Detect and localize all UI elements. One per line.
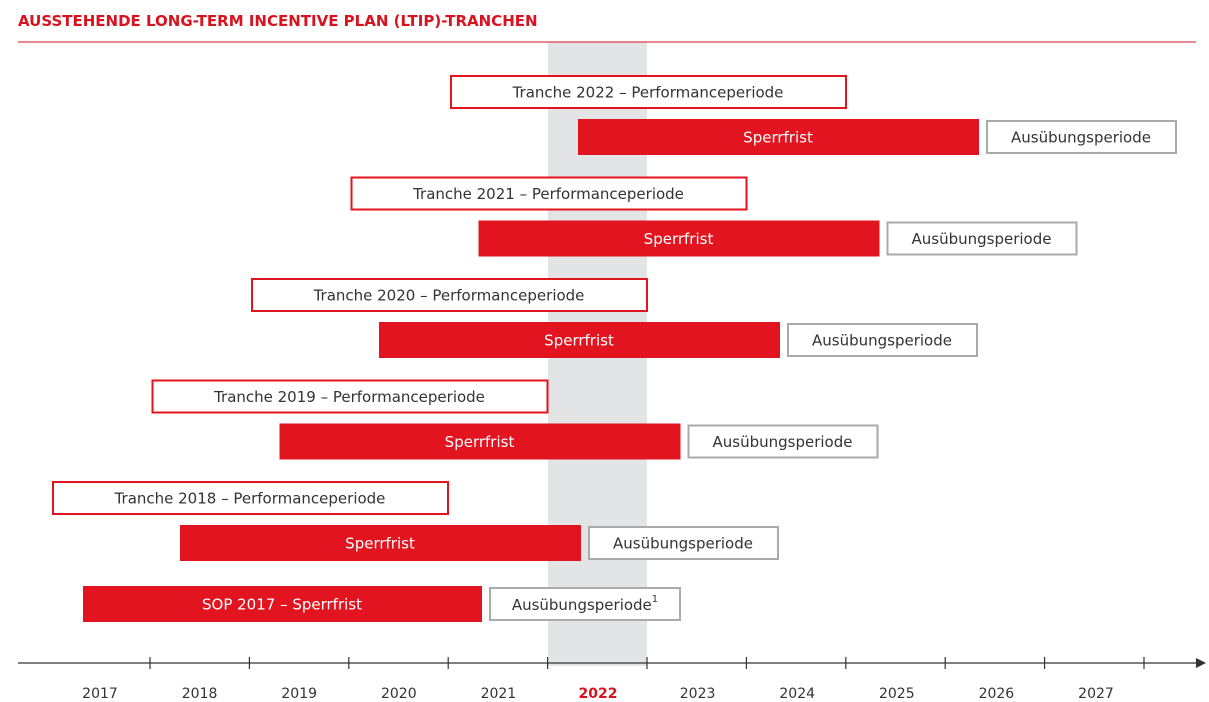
lock-label: Sperrfrist — [743, 129, 813, 147]
lock-bar — [578, 119, 979, 155]
lock-label: Sperrfrist — [345, 535, 415, 553]
performance-label: Tranche 2019 – Performanceperiode — [213, 388, 485, 406]
year-label: 2017 — [82, 686, 118, 702]
exercise-text: Ausübungsperiode — [512, 596, 652, 614]
performance-label: Tranche 2020 – Performanceperiode — [313, 287, 585, 305]
performance-box — [151, 379, 549, 414]
footnote-mark: 1 — [652, 594, 658, 605]
title: AUSSTEHENDE LONG-TERM INCENTIVE PLAN (LT… — [18, 12, 538, 30]
lock-label: Sperrfrist — [544, 332, 614, 350]
exercise-box — [687, 424, 879, 459]
year-label: 2021 — [481, 686, 517, 702]
lock-bar — [83, 586, 482, 622]
exercise-label: Ausübungsperiode — [713, 433, 853, 451]
exercise-box — [489, 587, 681, 621]
lock-bar — [279, 423, 681, 460]
exercise-label: Ausübungsperiode — [912, 230, 1052, 248]
year-label: 2020 — [381, 686, 417, 702]
lock-bar — [180, 525, 581, 561]
year-label: 2027 — [1078, 686, 1114, 702]
performance-box — [450, 75, 847, 109]
year-label: 2022 — [579, 686, 618, 702]
performance-box — [52, 481, 449, 515]
year-label: 2023 — [680, 686, 716, 702]
exercise-box — [986, 120, 1177, 154]
year-label: 2024 — [779, 686, 815, 702]
lock-label: Sperrfrist — [445, 433, 515, 451]
performance-label: Tranche 2021 – Performanceperiode — [412, 185, 684, 203]
year-label: 2018 — [182, 686, 218, 702]
exercise-box — [787, 323, 978, 357]
year-label: 2025 — [879, 686, 915, 702]
year-label: 2026 — [979, 686, 1015, 702]
exercise-label: Ausübungsperiode — [613, 535, 753, 553]
lock-bar — [478, 220, 880, 257]
performance-label: Tranche 2022 – Performanceperiode — [512, 84, 784, 102]
performance-label: Tranche 2018 – Performanceperiode — [114, 490, 386, 508]
exercise-box — [588, 526, 779, 560]
year-label: 2019 — [281, 686, 317, 702]
performance-box — [251, 278, 648, 312]
axis-arrow — [1196, 658, 1206, 668]
lock-bar — [379, 322, 780, 358]
exercise-label: Ausübungsperiode — [1011, 129, 1151, 147]
exercise-label: Ausübungsperiode — [812, 332, 952, 350]
performance-box — [350, 176, 748, 211]
exercise-label: Ausübungsperiode1 — [512, 594, 658, 614]
lock-label: Sperrfrist — [644, 230, 714, 248]
lock-label: SOP 2017 – Sperrfrist — [202, 596, 362, 614]
exercise-box — [886, 221, 1078, 256]
